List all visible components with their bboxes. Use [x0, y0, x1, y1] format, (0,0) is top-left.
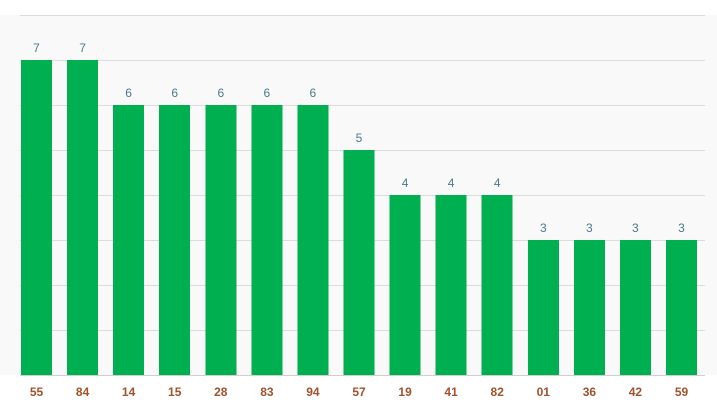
x-tick-label: 36: [583, 385, 597, 399]
data-label: 3: [540, 221, 547, 235]
data-label: 7: [33, 41, 40, 55]
x-tick-label: 19: [398, 385, 412, 399]
data-label: 3: [632, 221, 639, 235]
data-label: 3: [586, 221, 593, 235]
data-label: 5: [356, 131, 363, 145]
bar: [435, 195, 467, 375]
data-label: 6: [217, 86, 224, 100]
value-labels: 7 7 6 6 6 6 6 5 4 4 4 3 3 3 3: [33, 41, 685, 235]
x-tick-label: 94: [306, 385, 320, 399]
data-label: 6: [264, 86, 271, 100]
x-tick-label: 01: [537, 385, 551, 399]
bar: [21, 60, 52, 375]
data-label: 6: [310, 86, 317, 100]
data-label: 7: [79, 41, 86, 55]
x-tick-label: 59: [675, 385, 689, 399]
bars: [21, 60, 697, 375]
x-tick-label: 83: [260, 385, 274, 399]
x-tick-label: 14: [122, 385, 136, 399]
bar: [251, 105, 283, 375]
x-tick-label: 84: [76, 385, 90, 399]
bar: [573, 240, 605, 375]
bar: [205, 105, 237, 375]
bar: [527, 240, 559, 375]
data-label: 6: [171, 86, 178, 100]
bar: [666, 240, 697, 375]
x-tick-label: 82: [491, 385, 505, 399]
data-label: 4: [448, 176, 455, 190]
bar: [113, 105, 145, 375]
data-label: 6: [125, 86, 132, 100]
bar: [67, 60, 99, 375]
bar: [159, 105, 191, 375]
data-label: 4: [402, 176, 409, 190]
category-labels: 55 84 14 15 28 83 94 57 19 41 82 01 36 42 59: [30, 385, 689, 399]
x-tick-label: 28: [214, 385, 228, 399]
bar: [389, 195, 421, 375]
x-tick-label: 42: [629, 385, 643, 399]
x-tick-label: 15: [168, 385, 182, 399]
bar: [619, 240, 651, 375]
bar: [481, 195, 513, 375]
data-label: 4: [494, 176, 501, 190]
data-label: 3: [678, 221, 685, 235]
x-tick-label: 41: [444, 385, 458, 399]
bar: [343, 150, 375, 375]
x-tick-label: 57: [352, 385, 366, 399]
bar: [297, 105, 329, 375]
x-tick-label: 55: [30, 385, 44, 399]
